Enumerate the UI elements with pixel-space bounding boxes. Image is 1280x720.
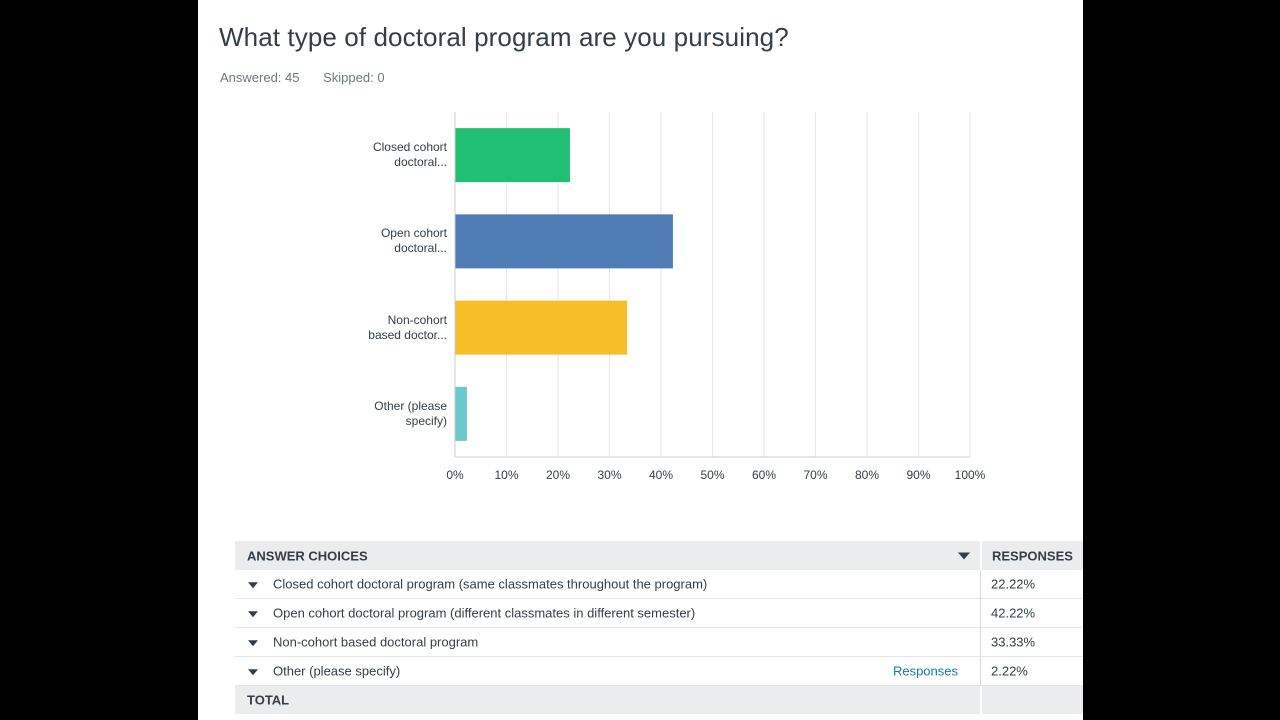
category-label-line: Closed cohort <box>372 140 447 155</box>
table-total-row: TOTAL <box>235 686 1083 714</box>
response-percent: 2.22% <box>991 663 1028 679</box>
x-tick-label: 40% <box>648 468 674 482</box>
table-row: Open cohort doctoral program (different … <box>235 599 1083 628</box>
category-label-line: Other (please <box>374 398 447 413</box>
bar[interactable] <box>455 300 628 355</box>
question-meta: Answered: 45 Skipped: 0 <box>220 70 405 85</box>
chart-canvas <box>454 112 971 458</box>
answer-choice-text: Non-cohort based doctoral program <box>273 634 479 650</box>
x-tick-label: 30% <box>597 468 622 482</box>
expand-caret-icon[interactable] <box>248 669 258 676</box>
question-panel: What type of doctoral program are you pu… <box>198 0 1083 720</box>
answer-choice-text: Other (please specify) <box>273 663 401 679</box>
category-label-line: based doctor... <box>368 327 447 342</box>
category-label-line: doctoral... <box>394 155 447 170</box>
table-row: Closed cohort doctoral program (same cla… <box>235 570 1083 599</box>
category-label-line: Non-cohort <box>387 312 447 327</box>
responses-header: RESPONSES <box>980 541 1085 570</box>
bar[interactable] <box>455 128 570 183</box>
x-tick-label: 100% <box>954 468 986 482</box>
x-tick-label: 70% <box>803 468 828 482</box>
x-tick-label: 20% <box>545 468 571 482</box>
category-label: Non-cohort based doctor... <box>217 313 447 343</box>
response-percent: 22.22% <box>991 576 1036 592</box>
x-tick-label: 10% <box>494 468 519 482</box>
table-row: Other (please specify) Responses 2.22% <box>235 657 1083 686</box>
sort-caret-icon[interactable] <box>958 552 970 559</box>
category-label: Open cohort doctoral... <box>217 226 447 256</box>
response-percent: 42.22% <box>991 605 1036 621</box>
category-label: Closed cohort doctoral... <box>217 140 447 170</box>
answer-choices-header[interactable]: ANSWER CHOICES <box>235 541 980 570</box>
responses-link[interactable]: Responses <box>892 663 958 679</box>
expand-caret-icon[interactable] <box>248 611 258 618</box>
x-tick-label: 80% <box>854 468 880 482</box>
answer-choice-text: Closed cohort doctoral program (same cla… <box>273 576 708 592</box>
bar[interactable] <box>455 386 467 441</box>
answered-count: Answered: 45 <box>220 70 300 85</box>
answer-choices-label: ANSWER CHOICES <box>247 548 368 563</box>
answer-choice-text: Open cohort doctoral program (different … <box>273 605 696 621</box>
table-row: Non-cohort based doctoral program 33.33% <box>235 628 1083 657</box>
bar[interactable] <box>455 214 673 269</box>
category-label-line: specify) <box>405 413 447 428</box>
expand-caret-icon[interactable] <box>248 582 258 589</box>
skipped-count: Skipped: 0 <box>323 70 385 85</box>
question-title: What type of doctoral program are you pu… <box>219 22 789 52</box>
answer-table: ANSWER CHOICES RESPONSES Closed cohort d… <box>235 541 1083 714</box>
category-label-line: doctoral... <box>394 241 447 256</box>
x-tick-label: 60% <box>751 468 777 482</box>
x-tick-label: 0% <box>446 468 464 482</box>
response-percent: 33.33% <box>991 634 1036 650</box>
x-tick-label: 90% <box>906 468 931 482</box>
category-label: Other (please specify) <box>217 399 447 429</box>
expand-caret-icon[interactable] <box>248 640 258 647</box>
category-label-line: Open cohort <box>380 226 447 241</box>
x-tick-label: 50% <box>700 468 725 482</box>
bar-chart: 0% 10% 20% 30% 40% 50% 60% 70% 80% 90% 100% Closed … <box>198 0 1083 500</box>
responses-label: RESPONSES <box>992 548 1073 563</box>
table-header: ANSWER CHOICES RESPONSES <box>235 541 1083 570</box>
total-label: TOTAL <box>247 692 290 708</box>
